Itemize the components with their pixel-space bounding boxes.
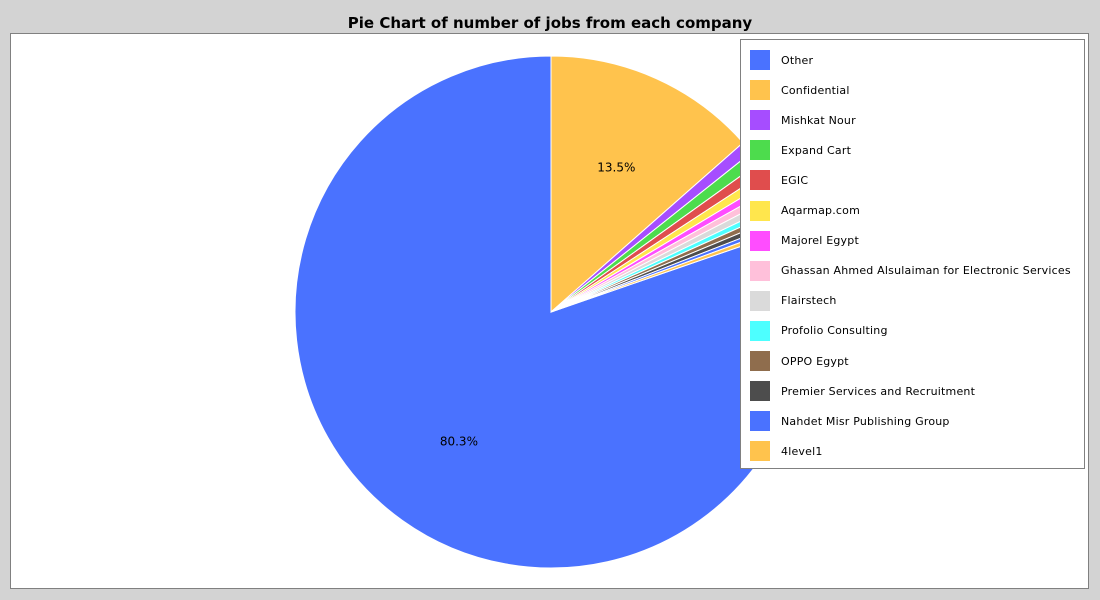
legend-item: Flairstech <box>750 290 837 311</box>
legend-item: Ghassan Ahmed Alsulaiman for Electronic … <box>750 260 1071 281</box>
legend-swatch <box>750 381 770 402</box>
legend-swatch <box>750 230 770 251</box>
legend-label: Flairstech <box>781 294 837 308</box>
legend-label: OPPO Egypt <box>781 354 849 368</box>
legend-swatch <box>750 80 770 101</box>
legend-item: 4level1 <box>750 441 823 462</box>
legend-swatch <box>750 50 770 70</box>
pie-chart: 80.3% 13.5% <box>294 55 808 569</box>
legend-item: Confidential <box>750 80 850 101</box>
legend-item: Majorel Egypt <box>750 230 859 251</box>
slice-label: 80.3% <box>440 434 478 448</box>
legend: Other Confidential Mishkat Nour Expand Cart… <box>740 39 1085 469</box>
legend-item: Nahdet Misr Publishing Group <box>750 411 950 432</box>
legend-swatch <box>750 351 770 371</box>
legend-item: EGIC <box>750 170 809 191</box>
legend-swatch <box>750 140 770 161</box>
legend-label: 4level1 <box>781 444 823 458</box>
legend-swatch <box>750 110 770 131</box>
legend-item: Aqarmap.com <box>750 200 861 221</box>
legend-label: Mishkat Nour <box>781 113 856 127</box>
legend-item: Premier Services and Recruitment <box>750 381 976 402</box>
legend-item: Mishkat Nour <box>750 110 856 131</box>
chart-title: Pie Chart of number of jobs from each co… <box>347 14 753 32</box>
legend-swatch <box>750 290 770 311</box>
legend-swatch <box>750 200 770 221</box>
legend-label: Ghassan Ahmed Alsulaiman for Electronic … <box>781 264 1071 278</box>
legend-swatch <box>750 170 770 191</box>
legend-swatch <box>750 320 770 341</box>
legend-label: Majorel Egypt <box>781 234 859 248</box>
legend-label: Confidential <box>781 83 850 97</box>
pie-slice-confidential <box>550 55 744 314</box>
legend-label: Other <box>781 53 814 67</box>
legend-label: EGIC <box>781 173 809 187</box>
legend-label: Premier Services and Recruitment <box>781 384 976 398</box>
legend-swatch <box>750 411 770 432</box>
legend-item: Profolio Consulting <box>750 320 888 341</box>
legend-item: Other <box>750 50 813 70</box>
legend-swatch <box>750 260 770 281</box>
legend-label: Profolio Consulting <box>781 324 888 338</box>
legend-label: Nahdet Misr Publishing Group <box>781 414 950 428</box>
legend-item: Expand Cart <box>750 140 852 161</box>
legend-label: Expand Cart <box>781 143 852 157</box>
slice-label: 13.5% <box>597 160 635 174</box>
legend-item: OPPO Egypt <box>750 351 849 371</box>
legend-label: Aqarmap.com <box>781 204 861 217</box>
legend-swatch <box>750 441 770 462</box>
